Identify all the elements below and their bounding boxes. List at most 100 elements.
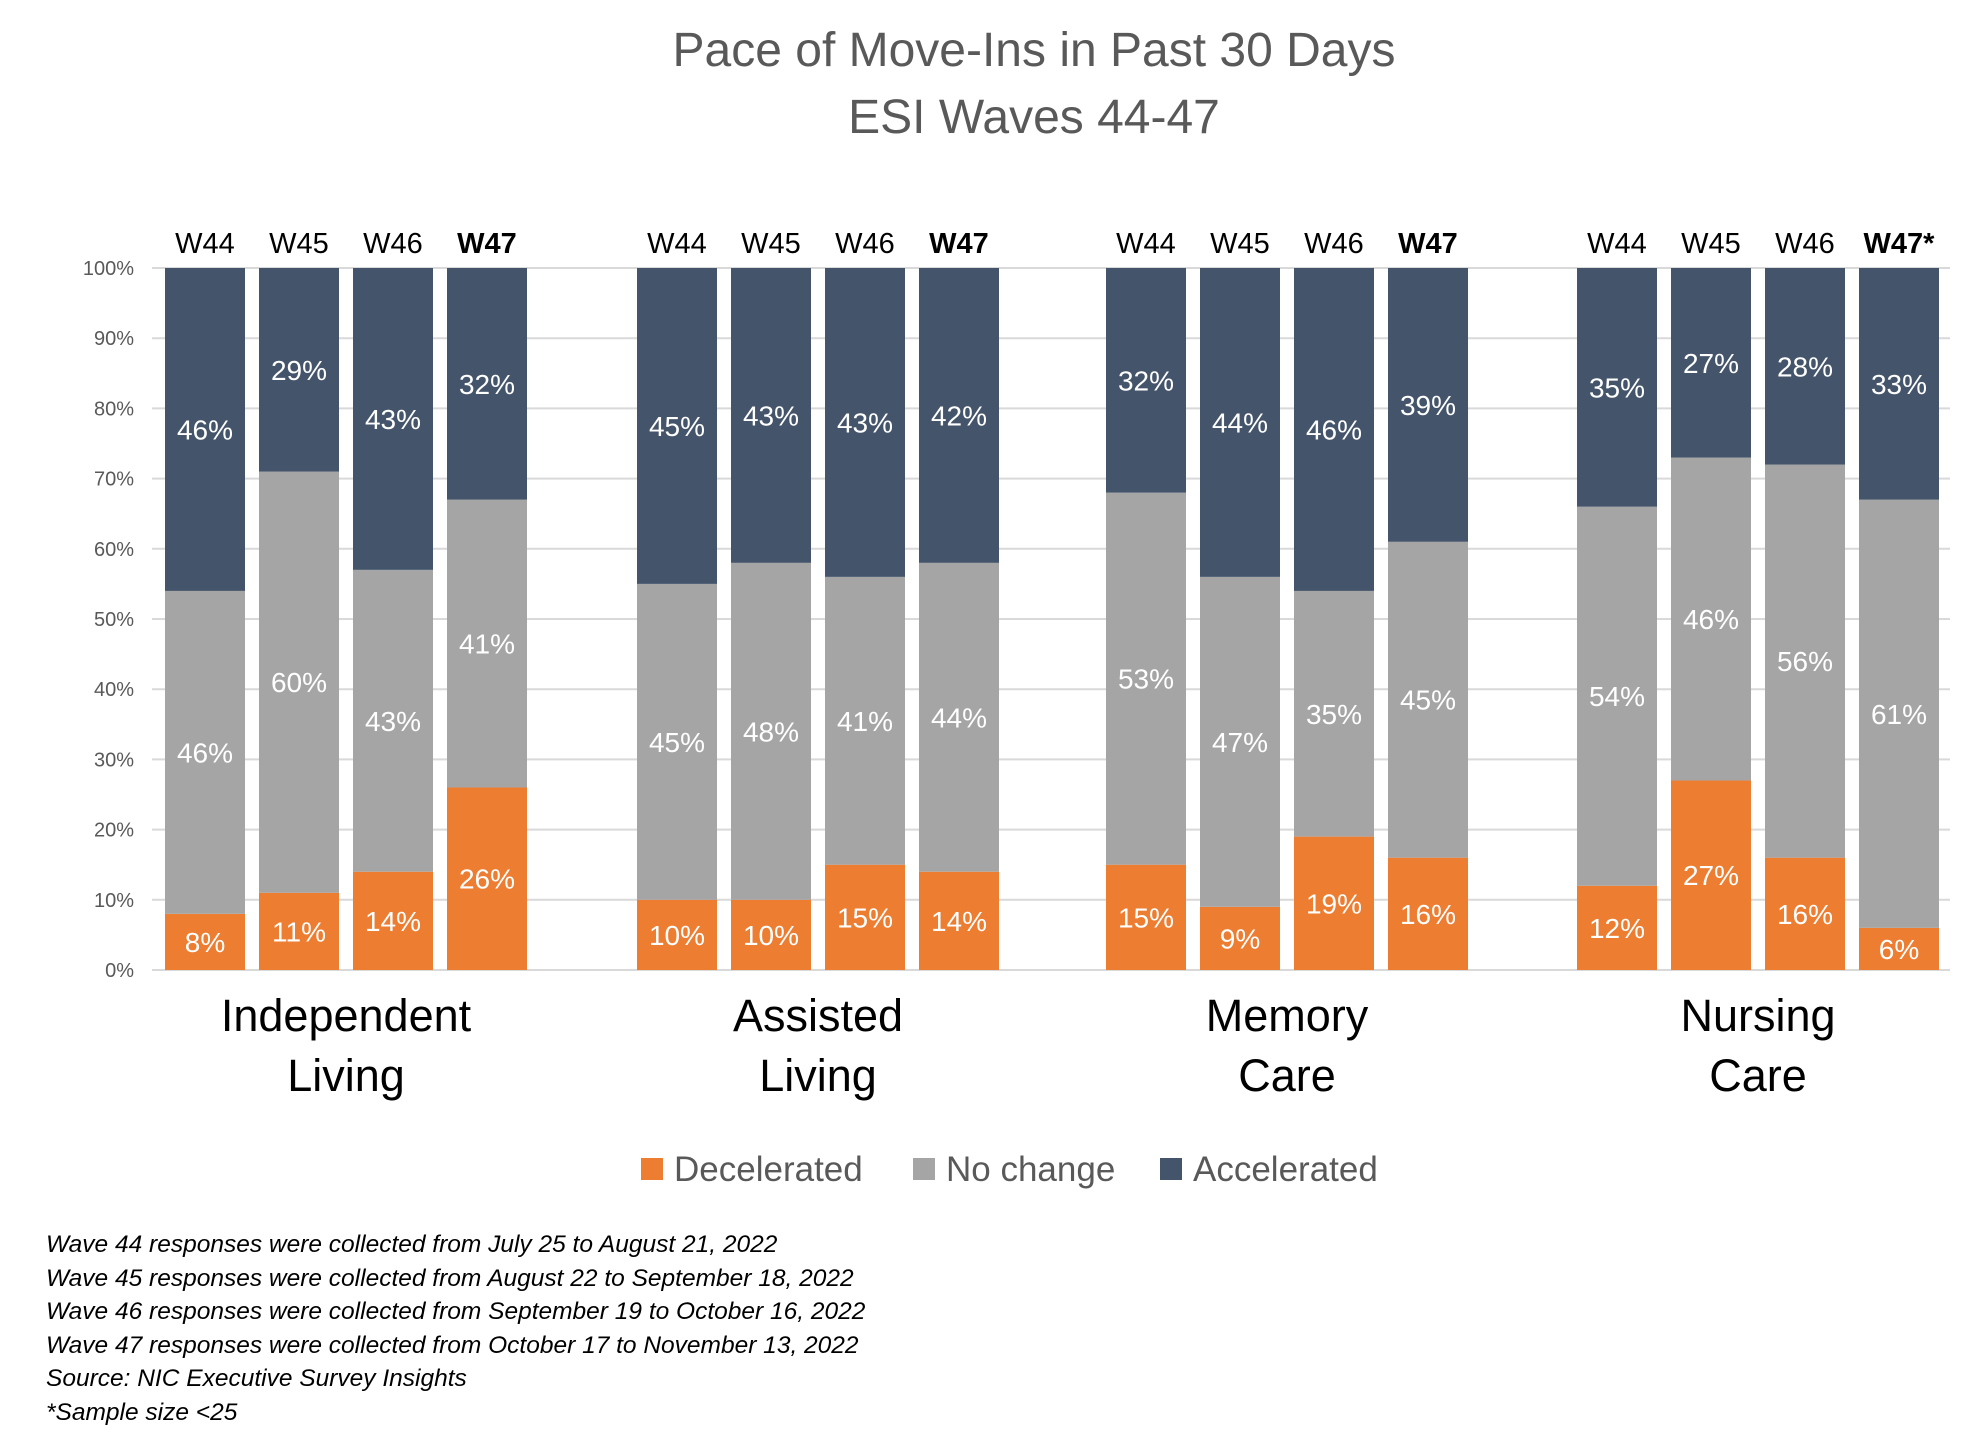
data-label-no-change: 45% xyxy=(649,727,705,758)
data-label-no-change: 47% xyxy=(1212,727,1268,758)
data-label-decelerated: 16% xyxy=(1400,899,1456,930)
bar-segment-no-change xyxy=(1859,499,1939,928)
data-label-decelerated: 26% xyxy=(459,864,515,895)
bar-segment-decelerated xyxy=(1294,836,1374,970)
data-label-accelerated: 35% xyxy=(1589,372,1645,403)
data-label-accelerated: 28% xyxy=(1777,351,1833,382)
footnote-sample-size: *Sample size <25 xyxy=(46,1398,238,1426)
y-tick-label: 30% xyxy=(94,749,134,771)
bar-segment-no-change xyxy=(1106,492,1186,865)
bar-segment-no-change xyxy=(825,576,905,865)
legend-swatch-accelerated xyxy=(1160,1158,1182,1180)
wave-label: W45 xyxy=(269,228,329,260)
group-label: Care xyxy=(1238,1050,1336,1101)
bar-segment-no-change xyxy=(259,471,339,893)
bar-segment-accelerated xyxy=(731,268,811,563)
data-label-accelerated: 45% xyxy=(649,411,705,442)
bar-segment-accelerated xyxy=(1388,268,1468,542)
data-label-accelerated: 46% xyxy=(177,414,233,445)
bar-segment-no-change xyxy=(1388,541,1468,858)
wave-label: W47* xyxy=(1864,228,1936,260)
wave-label: W46 xyxy=(363,228,423,260)
bar-segment-accelerated xyxy=(825,268,905,577)
data-label-no-change: 56% xyxy=(1777,646,1833,677)
wave-label: W47 xyxy=(1398,228,1458,260)
data-label-decelerated: 19% xyxy=(1306,888,1362,919)
group-label: Care xyxy=(1709,1050,1807,1101)
bar-segment-no-change xyxy=(1294,590,1374,837)
bar-segment-decelerated xyxy=(731,899,811,970)
bar-segment-accelerated xyxy=(1859,268,1939,500)
wave-label: W46 xyxy=(835,228,895,260)
bar-segment-decelerated xyxy=(637,899,717,970)
data-label-no-change: 43% xyxy=(365,706,421,737)
footnote-wave-46: Wave 46 responses were collected from Se… xyxy=(46,1298,866,1326)
data-label-accelerated: 27% xyxy=(1683,348,1739,379)
bar-segment-accelerated xyxy=(353,268,433,570)
bar-segment-decelerated xyxy=(1106,864,1186,970)
data-label-accelerated: 43% xyxy=(743,400,799,431)
data-label-no-change: 45% xyxy=(1400,685,1456,716)
bar-segment-accelerated xyxy=(1294,268,1374,591)
footnote-wave-45: Wave 45 responses were collected from Au… xyxy=(46,1264,854,1292)
bar-segment-decelerated xyxy=(825,864,905,970)
bar-group: 12% 54% 35% W44 27% 46% 27% W45 16% 56% 28% W46 6% 61… xyxy=(1577,228,1939,1101)
data-label-decelerated: 6% xyxy=(1879,934,1919,965)
bar-segment-decelerated xyxy=(1671,780,1751,970)
bar-segment-decelerated xyxy=(165,913,245,970)
data-label-no-change: 54% xyxy=(1589,681,1645,712)
y-tick-label: 0% xyxy=(105,960,134,982)
footnote-source: Source: NIC Executive Survey Insights xyxy=(46,1365,467,1393)
data-label-no-change: 48% xyxy=(743,716,799,747)
data-label-accelerated: 29% xyxy=(271,355,327,386)
y-tick-label: 100% xyxy=(83,258,134,280)
data-label-decelerated: 16% xyxy=(1777,899,1833,930)
bar-segment-accelerated xyxy=(1671,268,1751,458)
data-label-no-change: 41% xyxy=(459,629,515,660)
data-label-accelerated: 44% xyxy=(1212,407,1268,438)
y-tick-label: 70% xyxy=(94,469,134,491)
group-label: Memory xyxy=(1206,990,1369,1041)
bar-segment-no-change xyxy=(1577,506,1657,886)
data-label-decelerated: 27% xyxy=(1683,860,1739,891)
bar-segment-no-change xyxy=(1200,576,1280,907)
wave-label: W44 xyxy=(175,228,235,260)
data-label-no-change: 53% xyxy=(1118,664,1174,695)
data-label-no-change: 46% xyxy=(177,737,233,768)
bar-segment-accelerated xyxy=(165,268,245,591)
data-label-no-change: 35% xyxy=(1306,699,1362,730)
data-label-accelerated: 32% xyxy=(1118,365,1174,396)
bars: 8% 46% 46% W44 11% 60% 29% W45 14% 43% 43% W46 26% 41… xyxy=(165,228,1939,1101)
bar-segment-no-change xyxy=(637,583,717,900)
y-axis: 0% 10% 20% 30% 40% 50% 60% 70% 80% 90% 100% xyxy=(83,258,134,982)
bar-segment-decelerated xyxy=(1200,906,1280,970)
data-label-decelerated: 14% xyxy=(365,906,421,937)
bar-segment-decelerated xyxy=(259,892,339,970)
data-label-accelerated: 32% xyxy=(459,369,515,400)
legend: Decelerated No change Accelerated xyxy=(641,1150,1378,1189)
group-label: Living xyxy=(759,1050,877,1101)
bar-group: 8% 46% 46% W44 11% 60% 29% W45 14% 43% 43% W46 26% 41… xyxy=(165,228,527,1101)
legend-swatch-no-change xyxy=(913,1158,935,1180)
y-tick-label: 20% xyxy=(94,820,134,842)
legend-swatch-decelerated xyxy=(641,1158,663,1180)
footnote-wave-44: Wave 44 responses were collected from Ju… xyxy=(46,1231,778,1258)
bar-group: 15% 53% 32% W44 9% 47% 44% W45 19% 35% 46% W46 16% 45… xyxy=(1106,228,1468,1101)
data-label-decelerated: 12% xyxy=(1589,913,1645,944)
y-tick-label: 90% xyxy=(94,328,134,350)
data-label-decelerated: 15% xyxy=(1118,902,1174,933)
data-label-decelerated: 15% xyxy=(837,902,893,933)
group-label: Nursing xyxy=(1680,990,1835,1041)
wave-label: W44 xyxy=(1116,228,1176,260)
wave-label: W44 xyxy=(647,228,707,260)
group-label: Independent xyxy=(221,990,472,1041)
bar-segment-decelerated xyxy=(1388,857,1468,970)
data-label-no-change: 61% xyxy=(1871,699,1927,730)
bar-segment-no-change xyxy=(353,569,433,872)
y-tick-label: 50% xyxy=(94,609,134,631)
bar-segment-accelerated xyxy=(1200,268,1280,577)
bar-segment-decelerated xyxy=(1765,857,1845,970)
bar-segment-accelerated xyxy=(1577,268,1657,507)
footnotes: Wave 44 responses were collected from Ju… xyxy=(46,1228,865,1430)
bar-segment-decelerated xyxy=(447,787,527,970)
